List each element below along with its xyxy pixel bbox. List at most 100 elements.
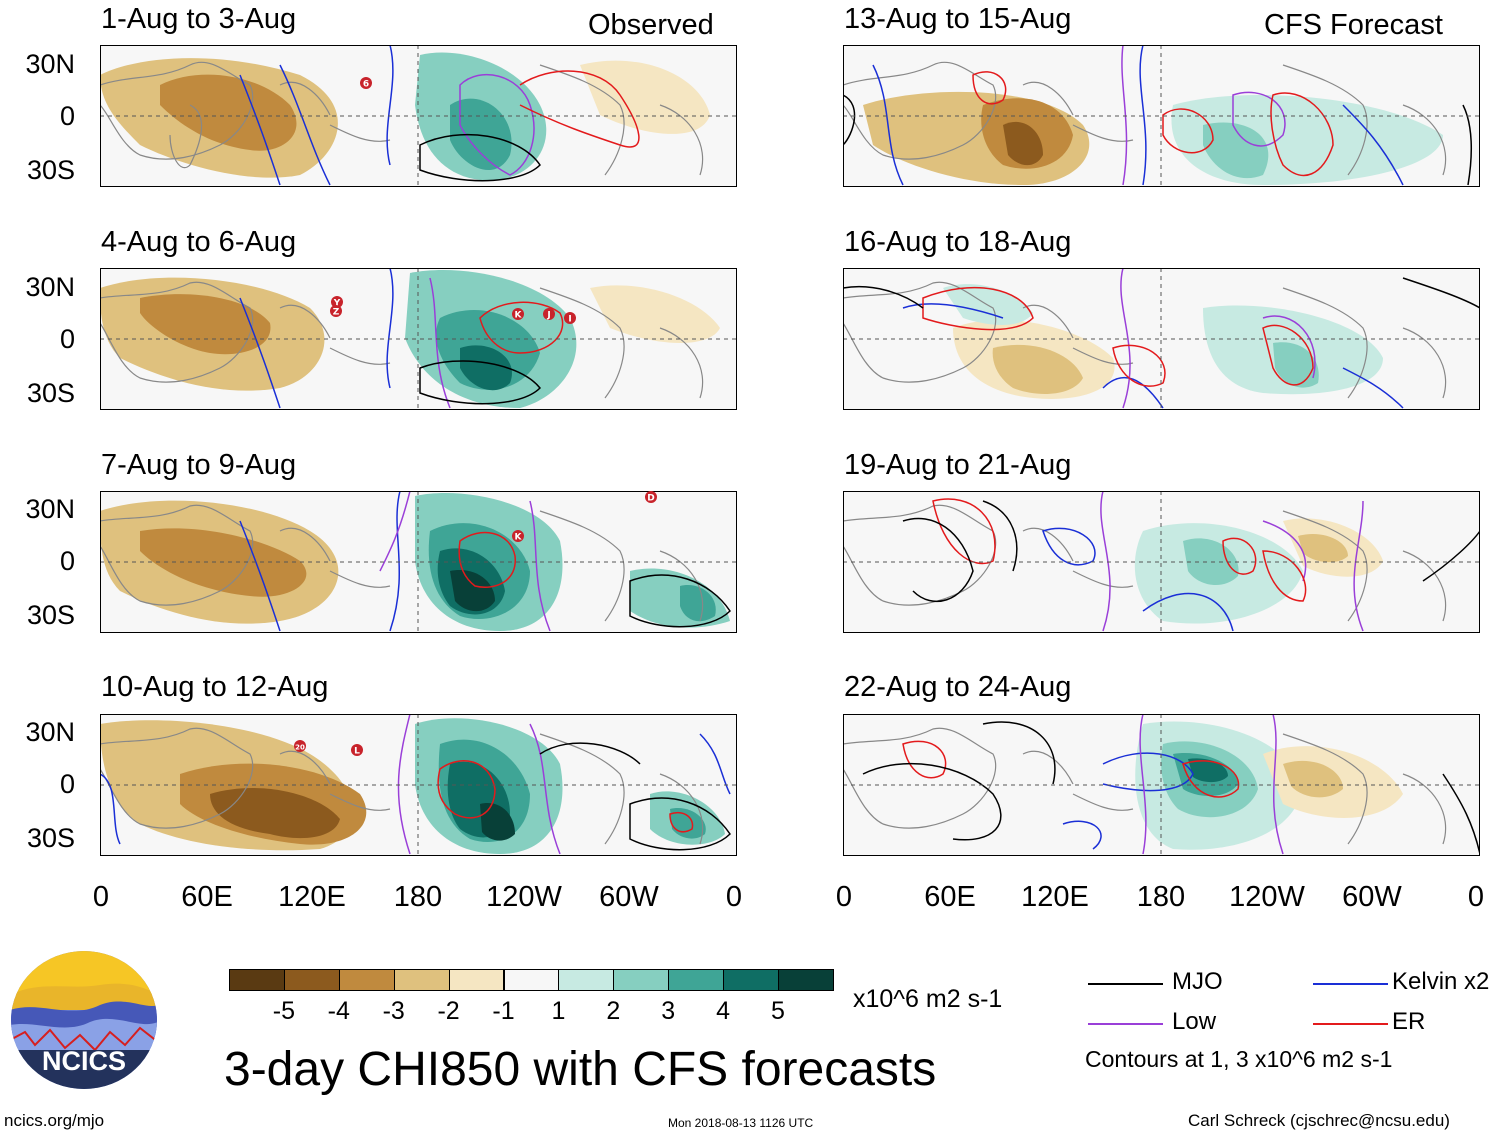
lon-label: 60E: [924, 881, 976, 913]
panel-title-fcst-2: 16-Aug to 18-Aug: [844, 226, 1072, 258]
legend-label-er: ER: [1392, 1008, 1426, 1035]
storm-marker-label: D: [647, 494, 654, 504]
storm-marker-p2-0: K: [512, 530, 524, 543]
colorbar-swatch: [448, 969, 505, 991]
colorbar-swatch: [723, 969, 779, 991]
colorbar-units: x10^6 m2 s-1: [853, 985, 1003, 1013]
lat-label-30n: 30N: [25, 272, 75, 302]
legend-swatch-mjo: [1088, 983, 1163, 985]
observed-label: Observed: [588, 9, 714, 41]
colorbar-tick-label: 5: [771, 997, 785, 1025]
main-title: 3-day CHI850 with CFS forecasts: [224, 1043, 937, 1096]
storm-marker-p3-1: L: [351, 744, 363, 757]
map-panel-forecast-4: [843, 714, 1480, 856]
lat-label-30s: 30S: [26, 155, 75, 185]
forecast-label: CFS Forecast: [1264, 9, 1443, 41]
storm-marker-p1-1: Z: [330, 305, 342, 318]
storm-marker-p3-0: 20: [294, 740, 306, 752]
colorbar-swatch: [613, 969, 670, 991]
lat-label-30n: 30N: [25, 717, 75, 747]
colorbar-swatch: [338, 969, 395, 991]
lat-label-30s: 30S: [26, 823, 75, 853]
lon-label: 0: [725, 881, 743, 913]
storm-marker-label: Y: [333, 299, 341, 309]
lat-label-eq: 0: [59, 101, 75, 131]
lon-label: 120W: [1229, 881, 1305, 913]
logo-text: NCICS: [42, 1046, 126, 1076]
legend-label-low: Low: [1172, 1008, 1217, 1035]
lat-label-eq: 0: [59, 324, 75, 354]
colorbar-tick-label: 3: [661, 997, 676, 1025]
map-panel-forecast-2: [843, 268, 1480, 410]
colorbar-tick-label: -3: [382, 997, 405, 1025]
storm-marker-p1-4: I: [564, 312, 576, 325]
colorbar-tick-label: 1: [551, 997, 566, 1025]
map-panel-observed-4: 20 L: [100, 714, 737, 856]
storm-marker-label: J: [546, 311, 550, 321]
panel-title-obs-3: 7-Aug to 9-Aug: [101, 449, 297, 481]
lat-label-eq: 0: [59, 546, 75, 576]
storm-marker-label: 6: [363, 80, 369, 90]
lon-label: 60E: [181, 881, 233, 913]
legend-label-mjo: MJO: [1172, 968, 1223, 995]
colorbar-swatch: [503, 969, 560, 991]
lon-label: 60W: [1342, 881, 1402, 913]
lon-label: 60W: [599, 881, 659, 913]
panel-title-obs-1: 1-Aug to 3-Aug: [101, 3, 297, 35]
storm-marker-p1-0: Y: [331, 296, 343, 309]
colorbar-swatch: [393, 969, 450, 991]
storm-marker-label: I: [568, 315, 571, 325]
colorbar-tick-label: 2: [606, 997, 621, 1025]
map-panel-forecast-3: [843, 491, 1480, 633]
lat-label-30s: 30S: [26, 600, 75, 630]
storm-marker-p1-3: J: [543, 308, 555, 321]
colorbar-swatch: [778, 969, 834, 991]
storm-marker-label: Z: [333, 308, 340, 318]
lon-label: 120E: [278, 881, 346, 913]
panel-title-obs-4: 10-Aug to 12-Aug: [101, 671, 329, 703]
panel-title-fcst-4: 22-Aug to 24-Aug: [844, 671, 1072, 703]
colorbar-swatch: [283, 969, 340, 991]
storm-marker-label: K: [515, 311, 523, 321]
legend-note: Contours at 1, 3 x10^6 m2 s-1: [1085, 1046, 1393, 1072]
lon-label: 0: [92, 881, 110, 913]
lon-label: 180: [1136, 881, 1186, 913]
storm-marker-p1-2: K: [512, 308, 524, 321]
colorbar-tick-label: -2: [437, 997, 460, 1025]
colorbar-tick-label: -5: [272, 997, 296, 1025]
panel-title-fcst-1: 13-Aug to 15-Aug: [844, 3, 1072, 35]
colorbar-tick-label: 4: [716, 997, 731, 1025]
map-panel-observed-3: K D: [100, 491, 737, 633]
storm-marker-label: L: [354, 747, 360, 757]
colorbar-swatch: [558, 969, 615, 991]
legend-swatch-kelvin: [1313, 983, 1388, 985]
storm-marker-p2-1: D: [645, 491, 657, 504]
colorbar-swatch: [229, 969, 285, 991]
ncics-logo: NCICS: [11, 951, 157, 1089]
lon-label: 0: [1467, 881, 1485, 913]
storm-marker-label: K: [515, 533, 523, 543]
footer-credit: Carl Schreck (cjschrec@ncsu.edu): [1188, 1111, 1450, 1130]
panel-title-obs-2: 4-Aug to 6-Aug: [101, 226, 297, 258]
lat-label-30n: 30N: [25, 49, 75, 79]
lat-label-30n: 30N: [25, 494, 75, 524]
legend-swatch-er: [1313, 1023, 1388, 1025]
legend-swatch-low: [1088, 1023, 1163, 1025]
panel-title-fcst-3: 19-Aug to 21-Aug: [844, 449, 1072, 481]
map-panel-observed-2: Y Z K J I: [100, 268, 737, 410]
lon-label: 0: [835, 881, 853, 913]
colorbar-tick-label: -1: [492, 997, 515, 1025]
lat-label-30s: 30S: [26, 378, 75, 408]
map-panel-forecast-1: [843, 45, 1480, 187]
lon-label: 120W: [486, 881, 562, 913]
lon-label: 120E: [1021, 881, 1089, 913]
footer-url[interactable]: ncics.org/mjo: [4, 1111, 105, 1130]
map-panel-observed-1: 6: [100, 45, 737, 187]
storm-marker-label: 20: [295, 744, 305, 752]
footer-timestamp: Mon 2018-08-13 1126 UTC: [668, 1116, 814, 1130]
lat-label-eq: 0: [59, 769, 75, 799]
legend-label-kelvin: Kelvin x2: [1392, 968, 1490, 995]
storm-marker-p0-0: 6: [360, 77, 372, 90]
lon-label: 180: [393, 881, 443, 913]
colorbar-swatch: [668, 969, 725, 991]
